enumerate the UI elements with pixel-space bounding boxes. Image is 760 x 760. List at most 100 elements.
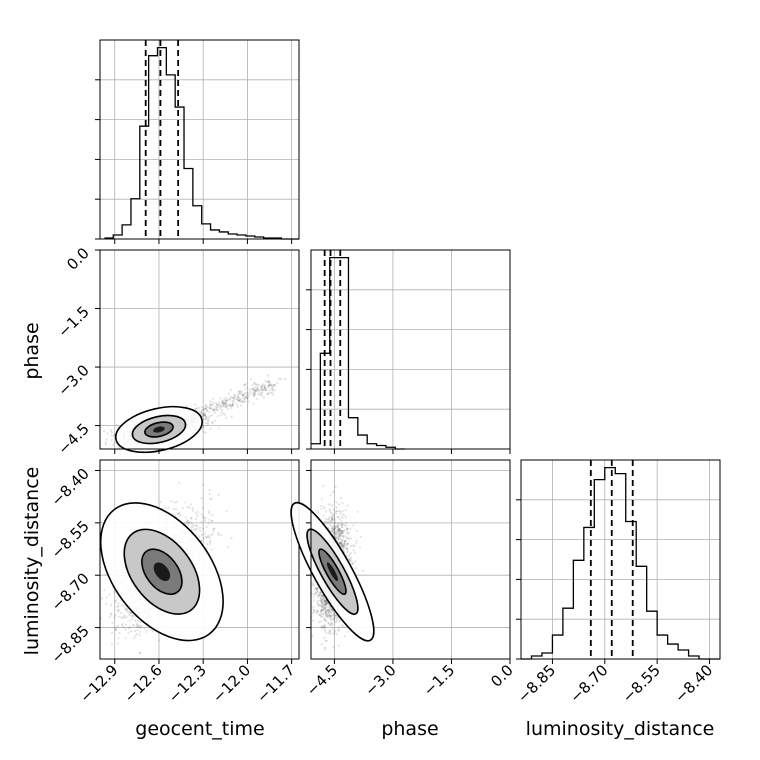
sample-point [117, 615, 120, 618]
sample-point [209, 399, 212, 402]
sample-point [224, 406, 227, 409]
sample-point [221, 408, 224, 411]
sample-point [225, 404, 228, 407]
sample-point [239, 392, 242, 395]
sample-point [225, 401, 228, 405]
sample-point [253, 381, 256, 384]
sample-point [208, 540, 211, 544]
sample-point [243, 383, 246, 387]
sample-point [270, 384, 273, 388]
sample-point [110, 612, 113, 615]
sample-point [335, 501, 338, 504]
sample-point [196, 510, 199, 513]
sample-point [187, 521, 190, 525]
sample-point [267, 385, 270, 388]
sample-point [257, 392, 260, 395]
sample-point [228, 403, 231, 406]
sample-point [261, 394, 264, 397]
sample-point [206, 418, 210, 421]
sample-point [210, 520, 213, 523]
sample-point [208, 493, 211, 496]
sample-point [188, 506, 191, 509]
sample-point [252, 388, 255, 391]
sample-point [241, 400, 244, 403]
sample-point [276, 382, 279, 385]
sample-point [105, 438, 108, 441]
sample-point [253, 390, 256, 393]
sample-point [186, 505, 189, 509]
sample-point [231, 403, 234, 406]
sample-point [231, 404, 235, 407]
sample-point [225, 400, 228, 403]
sample-point [253, 393, 256, 396]
sample-point [196, 514, 199, 517]
sample-point [232, 396, 235, 399]
sample-point [277, 377, 280, 380]
sample-point [222, 403, 225, 406]
sample-point [221, 401, 224, 404]
panel-border-hist-phase [310, 249, 511, 450]
sample-point [208, 497, 211, 500]
sample-point [243, 400, 246, 404]
sample-point [175, 500, 178, 503]
sample-point [209, 427, 212, 431]
x-tick-label-luminosity_distance-3: −8.40 [671, 661, 716, 706]
sample-point [120, 604, 123, 607]
sample-point [260, 393, 263, 396]
sample-point [205, 536, 208, 539]
sample-point [247, 400, 250, 403]
sample-point [212, 407, 215, 410]
sample-point [241, 395, 244, 398]
sample-point [191, 507, 195, 510]
sample-point [236, 393, 239, 396]
sample-point [209, 404, 212, 407]
sample-point [201, 483, 205, 486]
sample-point [208, 488, 211, 492]
sample-point [135, 633, 138, 636]
sample-point [250, 378, 253, 381]
sample-point [346, 504, 349, 507]
sample-point [359, 535, 362, 538]
sample-point [253, 389, 256, 392]
sample-point [209, 533, 212, 537]
sample-point [256, 383, 259, 386]
sample-point [268, 381, 271, 384]
sample-point [227, 546, 230, 549]
sample-point [202, 414, 205, 417]
sample-point [242, 394, 245, 397]
sample-point [224, 396, 227, 399]
sample-point [128, 614, 131, 617]
sample-point [113, 591, 116, 594]
sample-point [234, 394, 237, 397]
sample-point [224, 399, 227, 402]
sample-point [272, 383, 275, 386]
sample-point [233, 394, 236, 397]
sample-point [254, 385, 257, 388]
sample-point [354, 560, 357, 563]
sample-point [211, 404, 214, 407]
sample-point [131, 614, 134, 617]
sample-point [226, 407, 229, 410]
sample-point [223, 401, 226, 404]
sample-point [251, 387, 254, 390]
sample-point [264, 388, 267, 391]
sample-point [115, 424, 118, 427]
sample-point [207, 522, 210, 525]
sample-point [202, 418, 205, 421]
sample-point [252, 395, 256, 398]
sample-point [211, 403, 214, 406]
sample-point [326, 606, 329, 609]
sample-point [243, 392, 246, 395]
sample-point [226, 398, 229, 401]
sample-point [217, 427, 220, 430]
sample-point [172, 507, 175, 511]
sample-point [225, 406, 228, 409]
sample-point [197, 406, 200, 409]
sample-point [249, 390, 252, 394]
sample-point [116, 605, 119, 608]
sample-point [225, 416, 228, 419]
sample-point [269, 383, 272, 386]
sample-point [241, 399, 244, 402]
sample-point [254, 393, 257, 396]
sample-point [260, 384, 263, 387]
